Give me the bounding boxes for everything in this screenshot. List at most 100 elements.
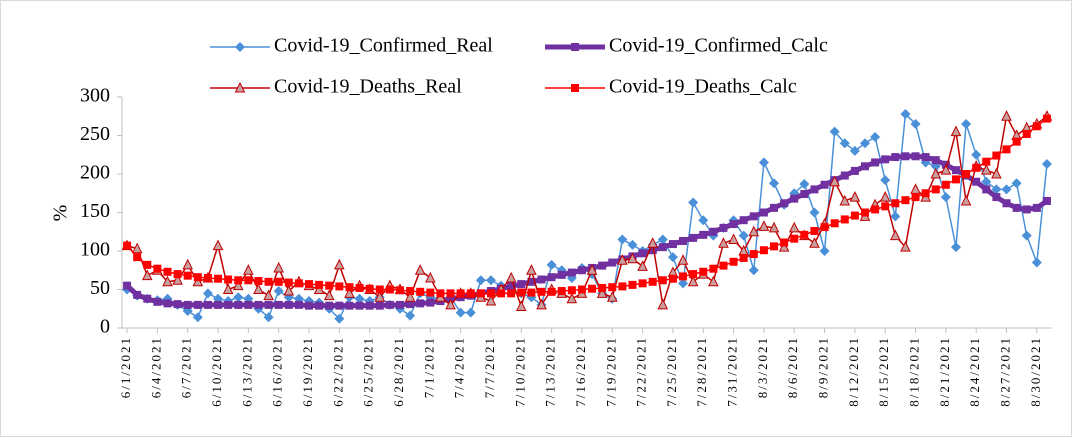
data-point [335,282,344,291]
data-point [1002,145,1011,154]
data-point [507,282,516,291]
x-tick-label: 6/1/2021 [118,336,133,398]
y-tick-label: 250 [80,123,110,145]
data-point [273,286,284,297]
data-point [547,273,556,282]
x-tick-label: 6/7/2021 [179,336,194,398]
data-point [638,279,647,288]
x-tick-label: 8/9/2021 [816,336,831,398]
data-point [809,237,820,248]
data-point [133,253,142,262]
data-point [840,215,849,224]
data-point [931,156,940,165]
data-point [133,290,142,299]
data-point [202,288,213,299]
data-point [982,185,991,194]
data-point [971,149,982,160]
data-point [577,285,586,294]
data-point [244,276,253,285]
data-point [294,279,303,288]
data-point [588,284,597,293]
data-point [537,275,546,284]
data-point [729,257,738,266]
data-point [404,291,416,302]
data-point [476,289,485,298]
data-point [820,223,829,232]
data-point [143,294,152,303]
data-point [1042,114,1051,123]
data-point [668,240,677,249]
data-point [840,171,849,180]
data-point [243,264,254,275]
data-point [992,193,1001,202]
data-point [485,294,497,306]
data-point [294,300,303,309]
data-point [648,277,657,286]
data-point [406,287,415,296]
data-point [839,138,850,149]
data-point [829,126,840,137]
data-point [709,227,718,236]
data-point [961,118,972,129]
data-point [790,194,799,203]
x-tick-label: 6/13/2021 [239,336,254,407]
data-point [679,236,688,245]
data-point [679,272,688,281]
data-point [890,211,901,222]
data-point [780,238,789,247]
data-point [628,280,637,289]
data-point [677,254,689,265]
data-point [505,271,517,283]
data-point [788,221,800,233]
legend-marker [234,81,246,93]
x-tick-label: 8/12/2021 [846,336,861,407]
data-point [699,267,708,276]
data-point [497,289,506,298]
data-point [810,226,819,235]
data-point [436,289,445,298]
data-point [253,283,264,294]
data-point [768,221,780,233]
data-point [234,276,243,285]
data-point [172,274,183,285]
y-tick-label: 200 [80,162,110,184]
data-point [334,258,345,270]
data-point [355,301,364,310]
data-point [598,261,607,270]
data-point [335,301,344,310]
data-point [273,261,284,273]
data-point [759,208,768,217]
data-point [860,208,869,217]
data-point [617,254,628,265]
data-point [921,189,930,198]
data-point [315,280,324,289]
data-point [254,300,263,309]
data-point [881,202,890,211]
data-point [849,190,861,202]
data-point [991,184,1002,195]
data-point [830,219,839,228]
data-point [244,300,253,309]
data-point [557,270,566,279]
x-tick-label: 7/22/2021 [634,336,649,407]
x-tick-label: 7/16/2021 [573,336,588,407]
data-point [910,118,921,129]
data-point [305,280,314,289]
data-point [1022,129,1031,138]
data-point [345,283,354,292]
data-point [1041,158,1052,169]
data-point [951,166,960,175]
data-point [1022,205,1031,214]
data-point [657,298,669,310]
data-point [941,180,950,189]
data-point [224,275,233,284]
data-point [586,264,598,275]
data-point [749,212,758,221]
data-point [810,185,819,194]
data-point [891,153,900,162]
data-point [557,287,566,296]
data-point [950,242,961,253]
data-point [173,300,182,309]
data-point [617,234,628,245]
data-point [819,246,830,256]
